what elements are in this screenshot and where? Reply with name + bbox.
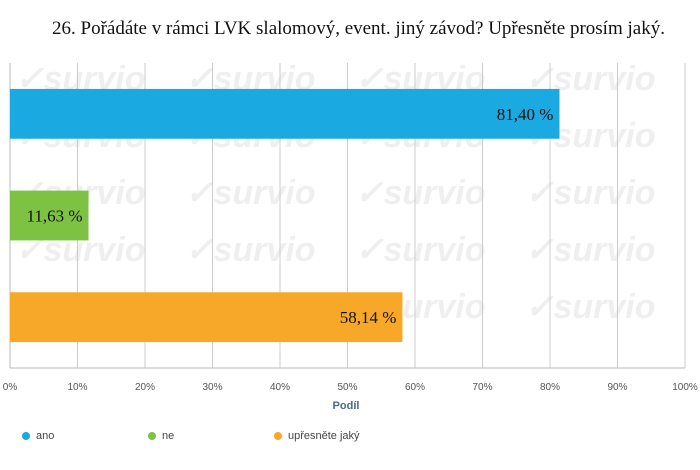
watermark-text: ✓survio bbox=[355, 174, 486, 212]
x-tick-label: 50% bbox=[337, 382, 357, 393]
legend-marker bbox=[148, 432, 156, 440]
legend-item: ne bbox=[148, 430, 174, 442]
watermark-text: ✓survio bbox=[695, 117, 700, 155]
watermark-text: ✓survio bbox=[695, 60, 700, 98]
legend-label: ne bbox=[162, 430, 175, 442]
x-tick-label: 0% bbox=[3, 382, 18, 393]
bar-2 bbox=[10, 292, 403, 343]
legend-item: ano bbox=[22, 430, 54, 442]
bar-0 bbox=[10, 88, 560, 139]
bar-value-label: 81,40 % bbox=[497, 105, 554, 124]
legend: ano ne upřesněte jaký bbox=[0, 430, 700, 450]
watermark-text: ✓survio bbox=[185, 231, 316, 269]
bar-value-label: 11,63 % bbox=[26, 207, 82, 226]
x-tick-label: 70% bbox=[472, 382, 492, 393]
x-tick-label: 60% bbox=[405, 382, 425, 393]
legend-item: upřesněte jaký bbox=[274, 430, 360, 442]
x-tick-labels: 0% 10% 20% 30% 40% 50% 60% 70% 80% 90% 100% bbox=[3, 382, 698, 393]
bar-value-label: 58,14 % bbox=[340, 308, 397, 327]
watermark-text: ✓survio bbox=[525, 288, 656, 326]
watermark-text: ✓survio bbox=[525, 174, 656, 212]
x-tick-label: 10% bbox=[67, 382, 87, 393]
chart-title: 26. Pořádáte v rámci LVK slalomový, even… bbox=[52, 18, 665, 39]
x-tick-label: 20% bbox=[135, 382, 155, 393]
legend-label: upřesněte jaký bbox=[288, 430, 360, 442]
watermark-text: ✓survio bbox=[185, 174, 316, 212]
x-tick-label: 80% bbox=[540, 382, 560, 393]
x-tick-label: 100% bbox=[672, 382, 698, 393]
watermark-text: ✓survio bbox=[355, 231, 486, 269]
legend-label: ano bbox=[36, 430, 55, 442]
watermark-text: ✓survio bbox=[695, 231, 700, 269]
watermark-text: ✓survio bbox=[695, 174, 700, 212]
watermark-text: ✓survio bbox=[695, 288, 700, 326]
x-tick-label: 90% bbox=[607, 382, 627, 393]
x-axis-label: Podíl bbox=[333, 400, 360, 412]
watermark-text: ✓survio bbox=[525, 231, 656, 269]
x-tick-label: 40% bbox=[270, 382, 290, 393]
bar-1 bbox=[10, 190, 89, 241]
x-tick-label: 30% bbox=[202, 382, 222, 393]
legend-marker bbox=[274, 432, 282, 440]
legend-marker bbox=[22, 432, 30, 440]
bars: 81,40 % 11,63 % 58,14 % bbox=[10, 88, 560, 343]
